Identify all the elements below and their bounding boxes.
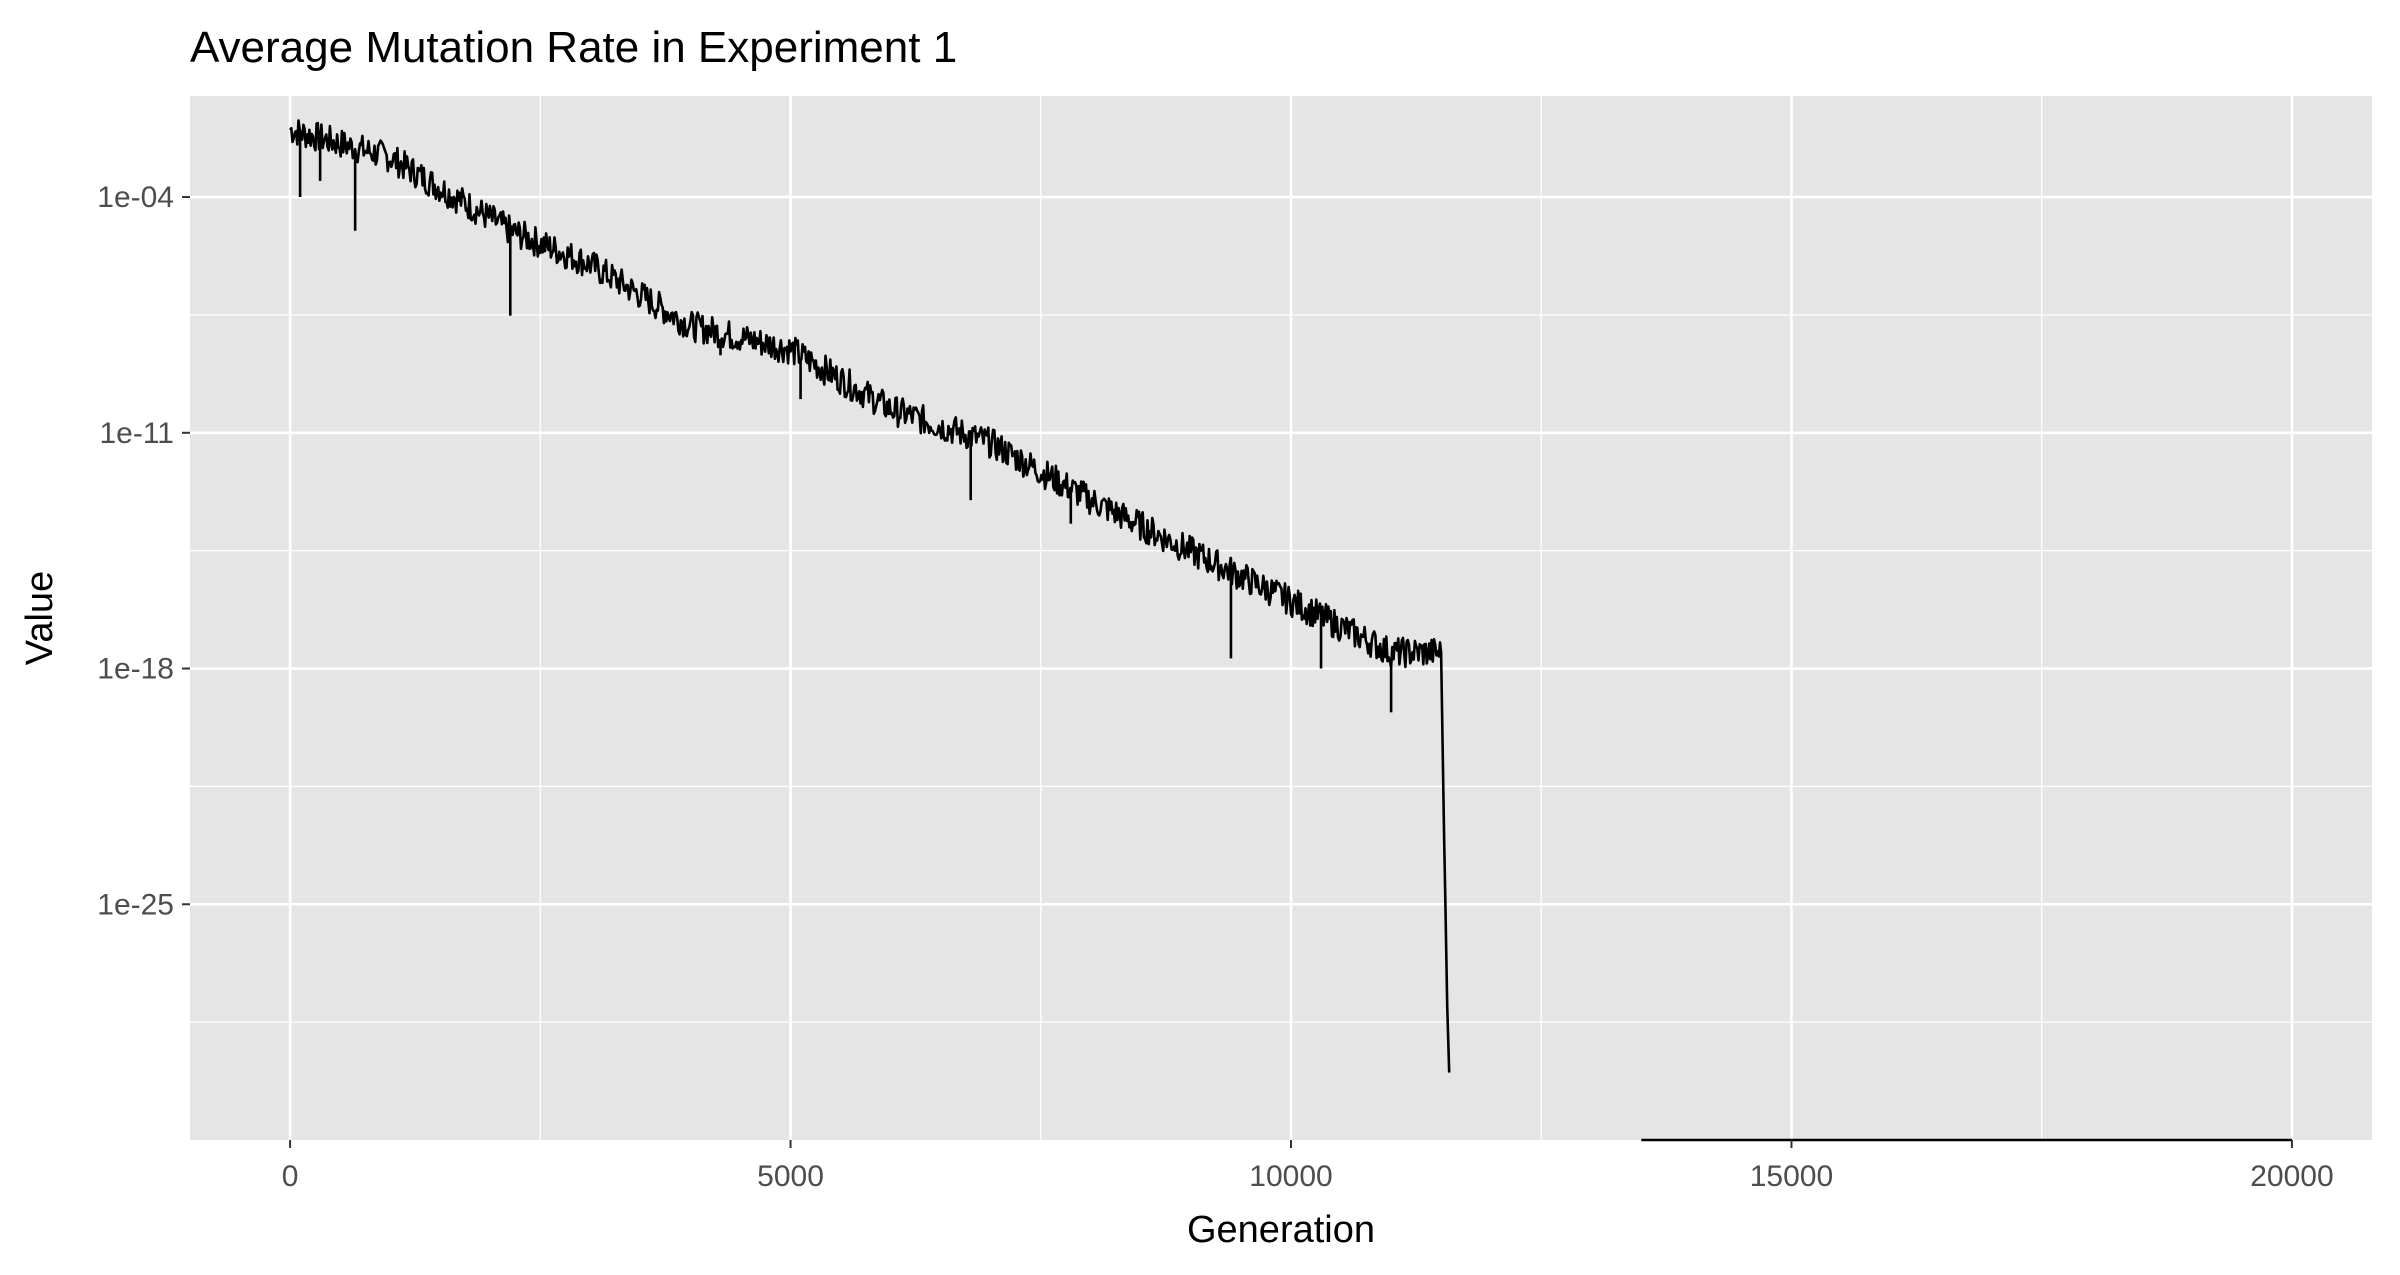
x-tick-label: 10000 [1249, 1160, 1332, 1193]
y-tick-label: 1e-25 [97, 888, 174, 921]
series-layer [289, 119, 2292, 1142]
series-line [289, 119, 1451, 1073]
y-axis-title: Value [19, 571, 61, 665]
grid-lines [190, 96, 2372, 1140]
x-tick-label: 15000 [1750, 1160, 1833, 1193]
x-axis-title: Generation [1187, 1209, 1375, 1251]
y-tick-label: 1e-04 [97, 181, 174, 214]
y-tick-label: 1e-18 [97, 653, 174, 686]
x-tick-label: 20000 [2250, 1160, 2333, 1193]
x-tick-label: 5000 [757, 1160, 824, 1193]
chart-title: Average Mutation Rate in Experiment 1 [190, 23, 957, 72]
axes-layer: 0 5000 10000 15000 20000 1e-04 1e-11 1e-18 1e-25 [97, 181, 2333, 1193]
plot-panel [190, 96, 2372, 1140]
x-tick-label: 0 [282, 1160, 299, 1193]
y-tick-label: 1e-11 [99, 417, 174, 450]
